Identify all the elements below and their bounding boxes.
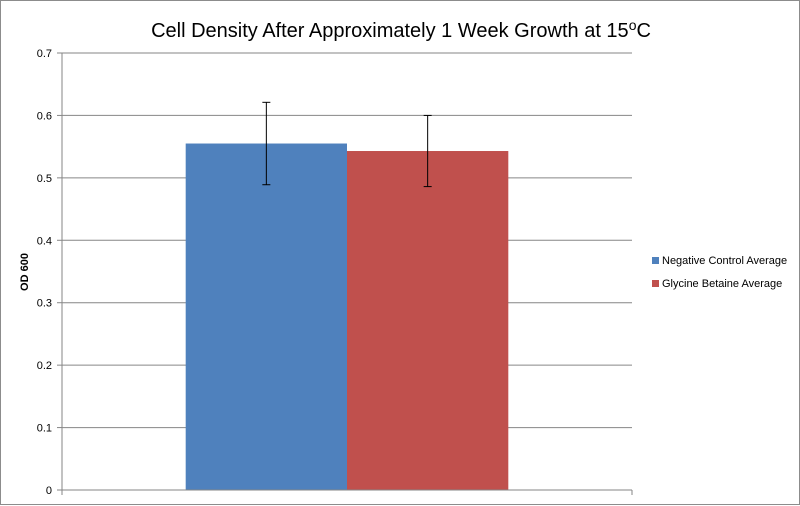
bar [347, 151, 509, 490]
y-tick-label: 0 [46, 485, 52, 497]
y-tick-label: 0.6 [37, 110, 52, 122]
y-tick-label: 0.3 [37, 298, 52, 310]
bar [185, 143, 347, 490]
legend: Negative Control Average Glycine Betaine … [652, 255, 787, 290]
y-tick-label: 0.7 [37, 48, 52, 60]
legend-label: Glycine Betaine Average [662, 278, 782, 290]
y-tick-label: 0.4 [37, 235, 52, 247]
chart-title-main: Cell Density After Approximately 1 Week … [151, 20, 629, 42]
y-tick-label: 0.2 [37, 360, 52, 372]
y-tick-labels: 0 0.1 0.2 0.3 0.4 0.5 0.6 0.7 [37, 48, 52, 497]
chart-title-superscript: o [629, 17, 637, 33]
bars [185, 143, 509, 490]
chart-title-suffix: C [636, 20, 650, 42]
error-bars [262, 101, 432, 188]
y-tick-label: 0.5 [37, 173, 52, 185]
legend-label: Negative Control Average [662, 255, 787, 267]
y-axis-title: OD 600 [19, 253, 31, 291]
legend-swatch [652, 257, 659, 264]
legend-swatch [652, 280, 659, 287]
axes [61, 53, 633, 495]
y-tick-label: 0.1 [37, 423, 52, 435]
chart-title: Cell Density After Approximately 1 Week … [151, 17, 651, 42]
